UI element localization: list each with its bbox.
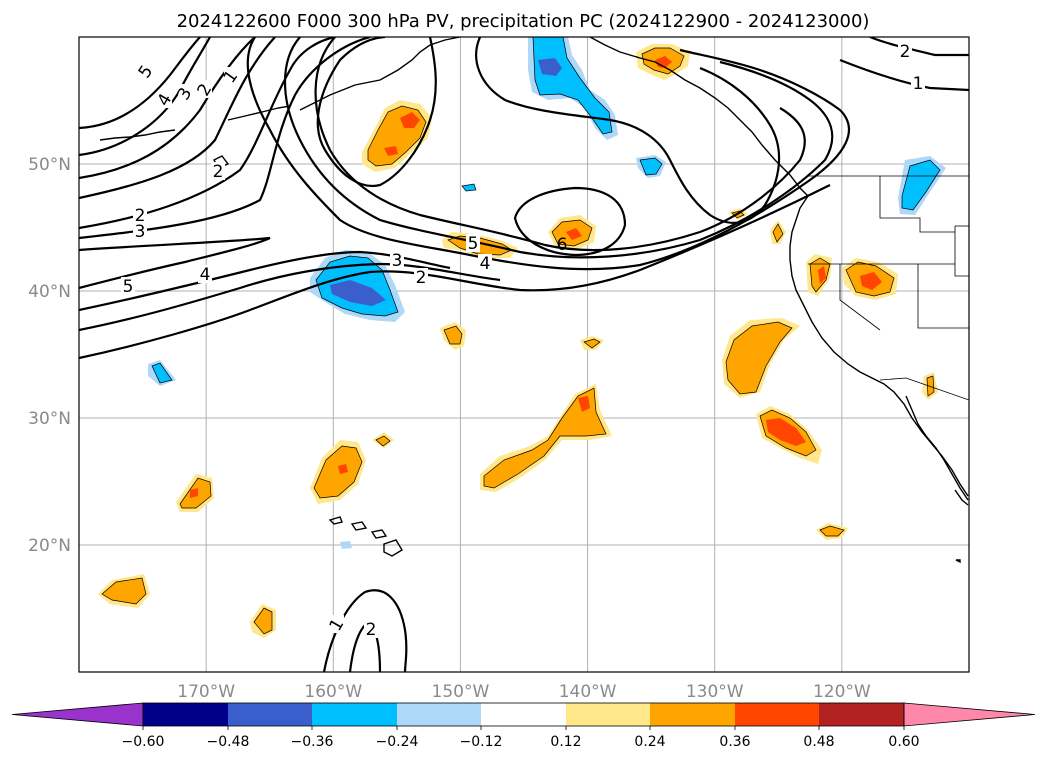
precip-positive-east [722,208,938,540]
contour-label-3: 3 [135,222,146,242]
contour-label-2: 2 [416,268,427,288]
contour-label-5: 5 [468,234,479,254]
lon-tick-label: 140°W [559,682,617,702]
pv-contour-labels: 5 4 3 2 1 2 2 3 5 4 3 2 5 4 6 2 1 1 2 [121,42,925,640]
colorbar-label: 0.36 [719,734,750,750]
contour-label-2: 2 [366,620,377,640]
colorbar-segment [143,703,228,726]
colorbar-segment [566,703,650,726]
colorbar-label: 0.12 [550,734,581,750]
colorbar-label: −0.48 [207,734,250,750]
lon-tick-label: 130°W [686,682,744,702]
colorbar-segment [228,703,312,726]
colorbar-segment [819,703,904,726]
pv-contours [79,37,969,672]
colorbar-segment [481,703,566,726]
political-borders [808,175,969,401]
contour-label-2: 2 [900,42,911,62]
colorbar-outline [142,702,905,727]
map-background [79,37,969,672]
colorbar-label: 0.48 [803,734,834,750]
coastlines [99,37,969,564]
colorbar-segment [312,703,397,726]
lat-tick-label: 50°N [28,155,71,175]
contour-label-4: 4 [480,254,491,274]
lat-tick-label: 20°N [28,536,71,556]
colorbar-segment [650,703,735,726]
colorbar: −0.60 −0.48 −0.36 −0.24 −0.12 0.12 0.24 0.36 0.4… [11,702,1036,750]
lat-tick-label: 30°N [28,409,71,429]
contour-label-3: 3 [392,251,403,271]
colorbar-label: −0.24 [376,734,419,750]
precipitation-shading [98,37,946,638]
contour-label-5: 5 [123,277,134,297]
colorbar-label: 0.24 [634,734,665,750]
precip-negative-small [148,155,946,549]
contour-label-4: 4 [200,265,211,285]
map-area: 5 4 3 2 1 2 2 3 5 4 3 2 5 4 6 2 1 1 2 [28,36,970,702]
contour-label-6: 6 [557,235,568,255]
map-frame [78,36,970,673]
colorbar-label: −0.60 [122,734,165,750]
precip-positive-north [362,100,432,172]
colorbar-segment [735,703,819,726]
contour-label-2: 2 [135,206,146,226]
colorbar-label: 0.60 [888,734,919,750]
colorbar-extend-min [11,702,144,727]
axis-tick-labels: 170°W 160°W 150°W 140°W 130°W 120°W 20°N 30°N 40… [28,155,871,702]
precip-positive-alaska [636,44,690,80]
precip-positive-subtropical [98,384,612,638]
lat-tick-label: 40°N [28,282,71,302]
contour-label-2: 2 [213,162,224,182]
colorbar-segment [397,703,481,726]
contour-label-1: 1 [913,74,924,94]
lon-tick-label: 170°W [177,682,235,702]
lon-tick-label: 150°W [432,682,490,702]
colorbar-label: −0.36 [291,734,334,750]
lon-tick-label: 160°W [304,682,362,702]
precip-negative-gulf-alaska [528,37,618,140]
chart-title: 2024122600 F000 300 hPa PV, precipitatio… [177,11,870,32]
colorbar-label: −0.12 [460,734,503,750]
colorbar-extend-max [903,702,1036,727]
lon-tick-label: 120°W [813,682,871,702]
